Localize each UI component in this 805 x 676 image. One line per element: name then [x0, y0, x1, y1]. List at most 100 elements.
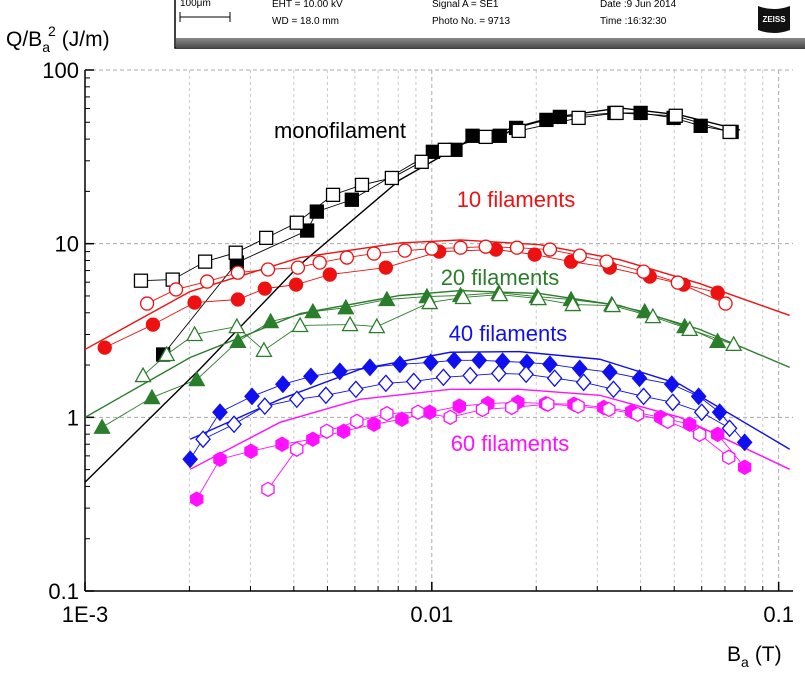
marker-hexagon	[336, 423, 351, 439]
marker-diamond	[635, 387, 652, 406]
marker-hexagon	[602, 401, 616, 418]
header-photo: Photo No. = 9713	[432, 16, 511, 27]
marker-diamond	[422, 353, 439, 372]
marker-square	[465, 128, 480, 143]
marker-triangle	[185, 325, 204, 342]
marker-hexagon	[541, 396, 555, 412]
marker-circle	[378, 260, 394, 275]
marker-circle	[636, 264, 651, 279]
marker-diamond	[348, 380, 364, 399]
marker-triangle	[255, 341, 273, 358]
marker-circle	[288, 277, 304, 292]
marker-square	[571, 110, 586, 126]
header-strip	[176, 38, 805, 48]
marker-diamond	[244, 387, 260, 406]
marker-diamond	[331, 362, 348, 381]
marker-triangle	[681, 320, 699, 337]
marker-square	[633, 105, 648, 121]
y-label-sub: a	[42, 39, 50, 55]
marker-diamond	[446, 351, 463, 370]
marker-circle	[199, 274, 215, 289]
marker-circle	[453, 240, 468, 255]
marker-diamond	[226, 415, 242, 434]
marker-triangle	[341, 315, 359, 332]
marker-circle	[257, 281, 272, 296]
marker-square	[609, 105, 624, 121]
series-line	[104, 249, 718, 349]
marker-circle	[230, 292, 246, 307]
marker-square	[539, 112, 554, 128]
marker-triangle	[229, 332, 247, 348]
marker-diamond	[721, 419, 738, 438]
marker-circle	[339, 250, 355, 265]
marker-diamond	[275, 375, 291, 394]
marker-triangle	[644, 307, 662, 324]
marker-diamond	[690, 387, 707, 406]
marker-triangle	[636, 302, 654, 319]
marker-diamond	[362, 358, 378, 377]
marker-circle	[312, 255, 327, 270]
marker-triangle	[291, 316, 309, 333]
marker-square	[133, 273, 149, 288]
model-curve	[84, 289, 790, 418]
marker-square	[228, 245, 243, 260]
marker-diamond	[605, 380, 622, 399]
marker-diamond	[405, 372, 422, 391]
marker-square	[384, 170, 400, 186]
marker-circle	[509, 240, 525, 255]
marker-circle	[260, 262, 276, 277]
marker-diamond	[377, 374, 394, 393]
header-wd: WD = 18.0 mm	[272, 16, 339, 27]
marker-diamond	[212, 403, 228, 422]
marker-circle	[599, 254, 614, 269]
marker-triangle	[454, 288, 472, 305]
x-label-unit: (T)	[755, 643, 782, 666]
annotation: 20 filaments	[441, 265, 560, 290]
marker-triangle	[421, 293, 439, 310]
logo-text: ZEISS	[762, 15, 786, 24]
marker-hexagon	[661, 413, 675, 430]
marker-square	[492, 128, 507, 143]
marker-hexagon	[722, 449, 736, 466]
marker-hexagon	[261, 481, 275, 498]
marker-circle	[187, 295, 202, 310]
marker-diamond	[664, 393, 681, 412]
y-label-unit: (J/m)	[62, 28, 110, 51]
x-label-sub: a	[741, 654, 749, 670]
annotation: 60 filaments	[451, 431, 570, 456]
header-date: Date :9 Jun 2014	[600, 0, 677, 10]
marker-circle	[97, 340, 112, 355]
marker-diamond	[303, 367, 319, 386]
marker-circle	[397, 243, 412, 258]
marker-triangle	[304, 302, 322, 319]
marker-triangle	[337, 298, 355, 315]
marker-triangle	[134, 366, 152, 383]
marker-circle	[542, 242, 558, 257]
marker-triangle	[709, 332, 727, 348]
marker-diamond	[546, 369, 563, 388]
marker-diamond	[601, 363, 618, 382]
y-tick-label: 0.1	[48, 579, 79, 604]
marker-triangle	[725, 335, 743, 352]
marker-triangle	[262, 312, 280, 329]
marker-circle	[478, 239, 493, 254]
marker-circle	[230, 265, 246, 280]
marker-circle	[139, 296, 155, 311]
logo-badge	[758, 6, 790, 33]
marker-square	[668, 108, 683, 123]
marker-hexagon	[213, 451, 227, 467]
marker-circle	[168, 282, 184, 297]
marker-hexagon	[692, 426, 707, 443]
marker-hexagon	[422, 404, 437, 420]
marker-diamond	[711, 403, 728, 422]
plot-area: 1E-3 0.01 0.1 0.1 1 10 100 monofilament 10 filam…	[42, 58, 794, 627]
marker-triangle	[368, 317, 386, 334]
marker-square	[289, 215, 304, 230]
marker-diamond	[392, 355, 408, 374]
marker-circle	[670, 275, 685, 290]
x-tick-label: 0.1	[763, 602, 794, 627]
marker-hexagon	[505, 399, 519, 416]
marker-hexagon	[367, 416, 381, 433]
marker-triangle	[188, 370, 206, 387]
